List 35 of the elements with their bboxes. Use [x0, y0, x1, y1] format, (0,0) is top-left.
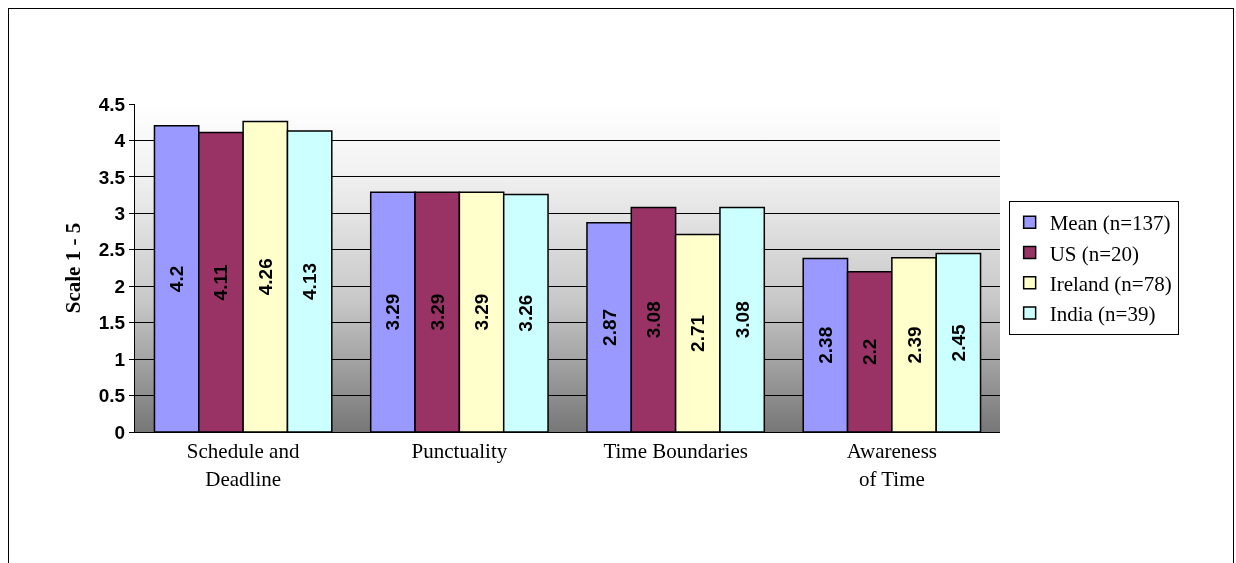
x-tick-label: Punctuality [411, 439, 508, 464]
data-label: 4.2 [166, 265, 188, 293]
x-tick-label: Awareness of Time [846, 439, 937, 491]
data-label: 2.39 [903, 326, 925, 364]
data-label: 2.38 [814, 326, 836, 364]
y-axis-title: Scale 1 - 5 [60, 222, 85, 314]
data-label: 4.13 [299, 262, 321, 300]
legend-label: US (n=20) [1049, 241, 1140, 266]
data-label: 3.08 [642, 301, 664, 339]
data-label: 3.08 [731, 301, 753, 339]
y-tick-label: 0.5 [98, 385, 126, 407]
data-label: 2.71 [687, 314, 709, 352]
y-tick-label: 3 [114, 202, 126, 224]
data-label: 4.11 [210, 264, 232, 301]
legend-label: India (n=39) [1049, 302, 1156, 327]
data-label: 3.29 [382, 293, 404, 331]
data-label: 3.29 [471, 293, 493, 331]
data-label: 3.26 [515, 294, 537, 332]
x-tick-label: Time Boundaries [603, 439, 748, 464]
data-label: 2.87 [598, 308, 620, 346]
data-label: 2.2 [859, 338, 881, 366]
legend-label: Mean (n=137) [1049, 211, 1171, 236]
y-tick-label: 2.5 [98, 239, 126, 261]
y-tick-label: 0 [114, 421, 126, 443]
data-label: 2.45 [947, 324, 969, 362]
x-tick-label: Schedule and Deadline [186, 439, 300, 491]
y-tick-label: 1.5 [98, 312, 126, 334]
data-label: 3.29 [426, 293, 448, 331]
data-label: 4.26 [254, 258, 276, 296]
y-tick-label: 4 [114, 130, 126, 152]
y-tick-label: 2 [114, 275, 126, 297]
legend-label: Ireland (n=78) [1049, 271, 1172, 296]
y-tick-label: 1 [114, 348, 126, 370]
y-tick-label: 3.5 [98, 166, 126, 188]
y-tick-label: 4.5 [98, 93, 126, 115]
